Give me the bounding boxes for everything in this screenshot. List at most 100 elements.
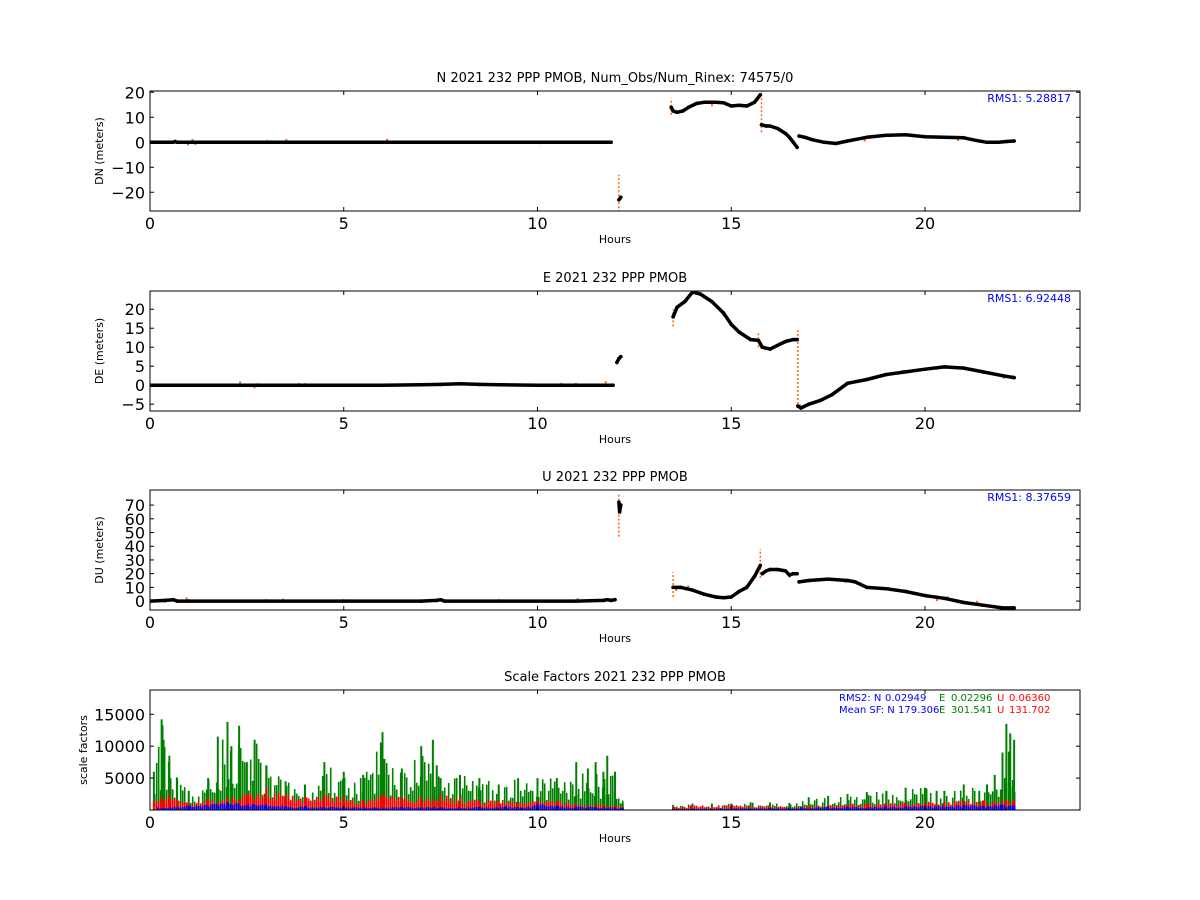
bar-N <box>953 807 956 810</box>
bar-U <box>737 806 740 810</box>
bar-U <box>411 802 414 810</box>
bar-E <box>561 790 564 810</box>
data-point-jitter <box>1002 376 1005 379</box>
bar-E <box>191 796 194 810</box>
bar-E-peak <box>207 778 210 810</box>
bar-U <box>1005 799 1008 810</box>
bar-U <box>335 796 338 810</box>
bar-U-peak <box>342 797 345 810</box>
bar-N-peak <box>1001 804 1004 810</box>
bar-N <box>599 808 602 810</box>
bar-N <box>831 807 834 810</box>
bar-U <box>281 795 284 810</box>
bar-N <box>251 804 254 810</box>
data-point <box>690 291 695 294</box>
bar-E <box>523 789 526 810</box>
bar-N <box>737 808 740 810</box>
bar-N <box>167 808 170 810</box>
bar-N <box>219 803 222 810</box>
bar-E <box>179 784 182 810</box>
data-point <box>845 139 850 143</box>
bar-N <box>773 808 776 810</box>
data-point <box>380 383 385 387</box>
bar-N-peak <box>594 806 597 810</box>
bar-E <box>861 799 864 810</box>
bar-E-peak <box>993 774 996 810</box>
y-tick-label: 20 <box>125 300 145 319</box>
bar-N <box>339 807 342 810</box>
bar-U <box>739 805 742 810</box>
data-point <box>760 345 765 350</box>
bar-N <box>223 803 226 810</box>
bar-N <box>803 808 806 810</box>
bar-E-peak <box>602 771 605 810</box>
bar-E <box>895 797 898 810</box>
bar-N <box>249 806 252 810</box>
data-point <box>903 370 908 374</box>
bar-N-peak <box>846 806 849 810</box>
bar-E <box>919 788 922 810</box>
bar-U <box>325 796 328 810</box>
bar-N <box>517 807 520 810</box>
bar-U <box>389 798 392 810</box>
data-point <box>605 597 610 602</box>
bar-N-peak <box>156 807 159 810</box>
bar-E <box>571 784 574 810</box>
data-point <box>826 577 830 581</box>
bar-N <box>549 805 552 810</box>
bar-N <box>365 807 368 810</box>
y-tick-label: 0 <box>135 376 145 395</box>
bar-E <box>565 792 568 810</box>
bar-E <box>925 788 928 810</box>
bar-U <box>901 803 904 810</box>
bar-N <box>329 806 332 810</box>
data-point <box>737 103 741 108</box>
bar-E <box>301 797 304 810</box>
bar-U <box>571 804 574 810</box>
bar-U <box>529 803 532 810</box>
bar-N <box>273 805 276 810</box>
bar-N <box>417 807 420 810</box>
bar-N <box>347 807 350 810</box>
bar-N <box>895 808 898 810</box>
bar-N <box>919 806 922 810</box>
bar-U <box>859 805 862 810</box>
bar-U <box>345 800 348 810</box>
bar-U <box>703 807 706 810</box>
bar-N <box>395 807 398 810</box>
bar-N <box>811 808 814 810</box>
plot-frame <box>149 689 1081 811</box>
bar-E <box>279 779 282 810</box>
bar-U <box>375 797 378 810</box>
bar-U <box>967 800 970 810</box>
bar-U <box>379 797 382 810</box>
x-tick-label: 0 <box>145 813 155 832</box>
bar-U <box>291 795 294 810</box>
data-point-jitter <box>710 104 713 107</box>
bar-N <box>233 804 236 810</box>
bar-U <box>169 800 172 810</box>
bar-N <box>403 807 406 810</box>
bar-E-peak <box>420 746 423 810</box>
bar-E <box>529 790 532 810</box>
bar-E <box>607 794 610 810</box>
bar-E-peak <box>1001 752 1004 810</box>
bar-E <box>527 791 530 810</box>
bar-U <box>483 803 486 810</box>
bar-N <box>363 807 366 810</box>
bar-N <box>311 807 314 810</box>
bar-E <box>813 800 816 810</box>
bar-U <box>695 805 698 810</box>
bar-U <box>697 807 700 810</box>
bar-E <box>921 793 924 810</box>
bar-U-peak <box>691 805 694 810</box>
bar-N <box>279 807 282 810</box>
bar-U <box>545 802 548 810</box>
bar-U <box>979 802 982 810</box>
y-tick-label: 70 <box>125 496 145 515</box>
bar-E-peak <box>978 790 981 810</box>
data-point <box>682 299 687 304</box>
bar-E <box>235 783 238 810</box>
data-point <box>619 195 623 200</box>
bar-N <box>441 807 444 810</box>
